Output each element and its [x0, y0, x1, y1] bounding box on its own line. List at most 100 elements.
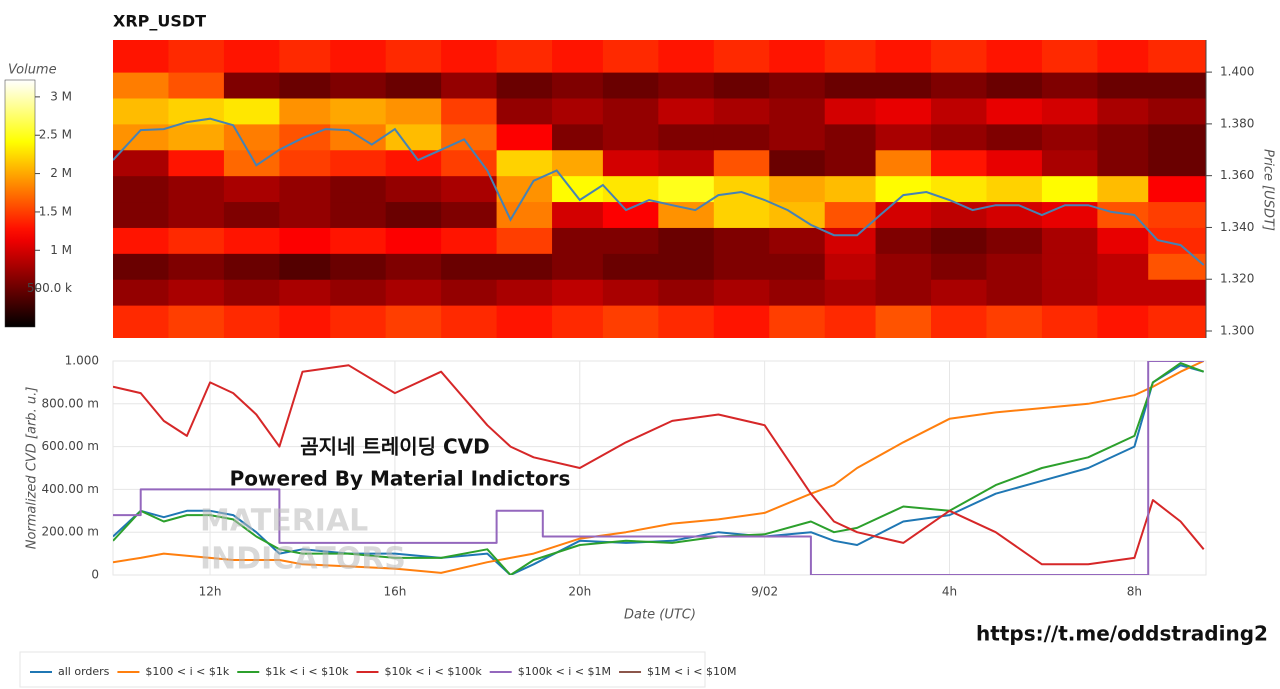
annotation: 곰지네 트레이딩 CVD [300, 435, 489, 459]
link[interactable]: https://t.me/oddstrading2 [976, 622, 1268, 646]
x-tick-label: 8h [1127, 585, 1142, 599]
heat-cell [1148, 279, 1206, 306]
heat-cell [602, 305, 659, 338]
heat-cell [496, 253, 553, 280]
heat-cell [658, 149, 715, 177]
heat-cell [1148, 305, 1206, 338]
heat-cell [1097, 40, 1149, 73]
heat-cell [713, 279, 770, 306]
heat-cell [552, 123, 604, 151]
heat-cell [875, 72, 932, 99]
heat-cell [441, 227, 498, 254]
heat-cell [824, 72, 877, 99]
cvd-plot: 0 200.00 m 400.00 m 600.00 m 800.00 m 1.000 12… [42, 354, 1207, 599]
x-tick-label: 9/02 [751, 585, 778, 599]
y-axis-label: Normalized CVD [arb. u.] [25, 387, 40, 550]
heat-cell [441, 175, 498, 203]
heat-cell [713, 253, 770, 280]
series-group [113, 361, 1205, 575]
heat-cell [552, 40, 604, 73]
heat-cell [824, 253, 877, 280]
heat-cell [496, 227, 553, 254]
heat-cell [713, 97, 770, 125]
heat-cell [552, 72, 604, 99]
heat-cell [602, 72, 659, 99]
cvd-line [113, 361, 1205, 574]
heat-cell [1097, 227, 1149, 254]
x-axis-label: Date (UTC) [624, 608, 696, 623]
colorbar-tick-label: 2.5 M [39, 128, 72, 142]
chart-title: XRP_USDT [113, 12, 206, 31]
y-tick-label: 1.000 [65, 354, 99, 368]
heat-cell [713, 40, 770, 73]
heat-cell [279, 40, 331, 73]
heat-cell [1041, 175, 1098, 203]
heat-cell [168, 175, 225, 203]
heat-cell [330, 305, 387, 338]
y-tick-label: 1.300 [1220, 324, 1254, 338]
heat-cell [168, 201, 225, 228]
heat-cell [1097, 72, 1149, 99]
y-tick-label: 1.360 [1220, 168, 1254, 182]
heat-cell [824, 149, 877, 177]
heat-cell [769, 227, 826, 254]
heat-cell [385, 253, 442, 280]
heat-cell [441, 201, 498, 228]
heat-cell [279, 305, 331, 338]
heat-cell [658, 97, 715, 125]
heat-cell [168, 149, 225, 177]
cvd-line [113, 364, 1205, 566]
heat-cell [602, 279, 659, 306]
heat-cell [658, 305, 715, 338]
heat-cell [168, 123, 225, 151]
y-tick-label: 1.320 [1220, 272, 1254, 286]
heat-cell [113, 72, 169, 99]
heat-cell [875, 97, 932, 125]
heat-cell [496, 40, 553, 73]
heat-cell [875, 305, 932, 338]
watermark: MATERIAL [200, 504, 368, 539]
heat-cell [1148, 253, 1206, 280]
heat-cell [330, 97, 387, 125]
heat-cell [602, 175, 659, 203]
heat-cell [385, 175, 442, 203]
heat-cell [931, 40, 987, 73]
heat-cell [658, 253, 715, 280]
heat-cell [602, 40, 659, 73]
heat-cell [824, 40, 877, 73]
heat-cell [168, 72, 225, 99]
heat-cell [223, 175, 280, 203]
heat-cell [824, 279, 877, 306]
heat-cell [1148, 175, 1206, 203]
heat-cell [931, 227, 987, 254]
heat-cell [875, 149, 932, 177]
heat-cell [713, 227, 770, 254]
legend-box [19, 651, 706, 688]
heat-cell [1097, 201, 1149, 228]
heat-cell [1148, 201, 1206, 228]
heat-cell [223, 253, 280, 280]
heat-cell [1148, 97, 1206, 125]
heat-cell [769, 175, 826, 203]
heat-cell [552, 279, 604, 306]
heat-cell [496, 72, 553, 99]
heat-cell [769, 253, 826, 280]
cvd-line [113, 364, 1204, 575]
heat-cell [552, 227, 604, 254]
heat-cell [330, 149, 387, 177]
cvd-line [113, 362, 1205, 575]
heat-cell [113, 123, 169, 151]
heat-cell [713, 201, 770, 228]
watermark: INDICATORS [200, 542, 406, 577]
legend-label: $10k < i < $100k [384, 665, 482, 678]
heat-cell [931, 149, 987, 177]
heat-cell [279, 72, 331, 99]
heat-cell [769, 72, 826, 99]
heat-cell [279, 175, 331, 203]
heat-cell [713, 123, 770, 151]
heat-cell [602, 253, 659, 280]
annotation: Powered By Material Indictors [230, 467, 571, 491]
legend-label: $100k < i < $1M [518, 665, 611, 678]
heat-cell [713, 305, 770, 338]
